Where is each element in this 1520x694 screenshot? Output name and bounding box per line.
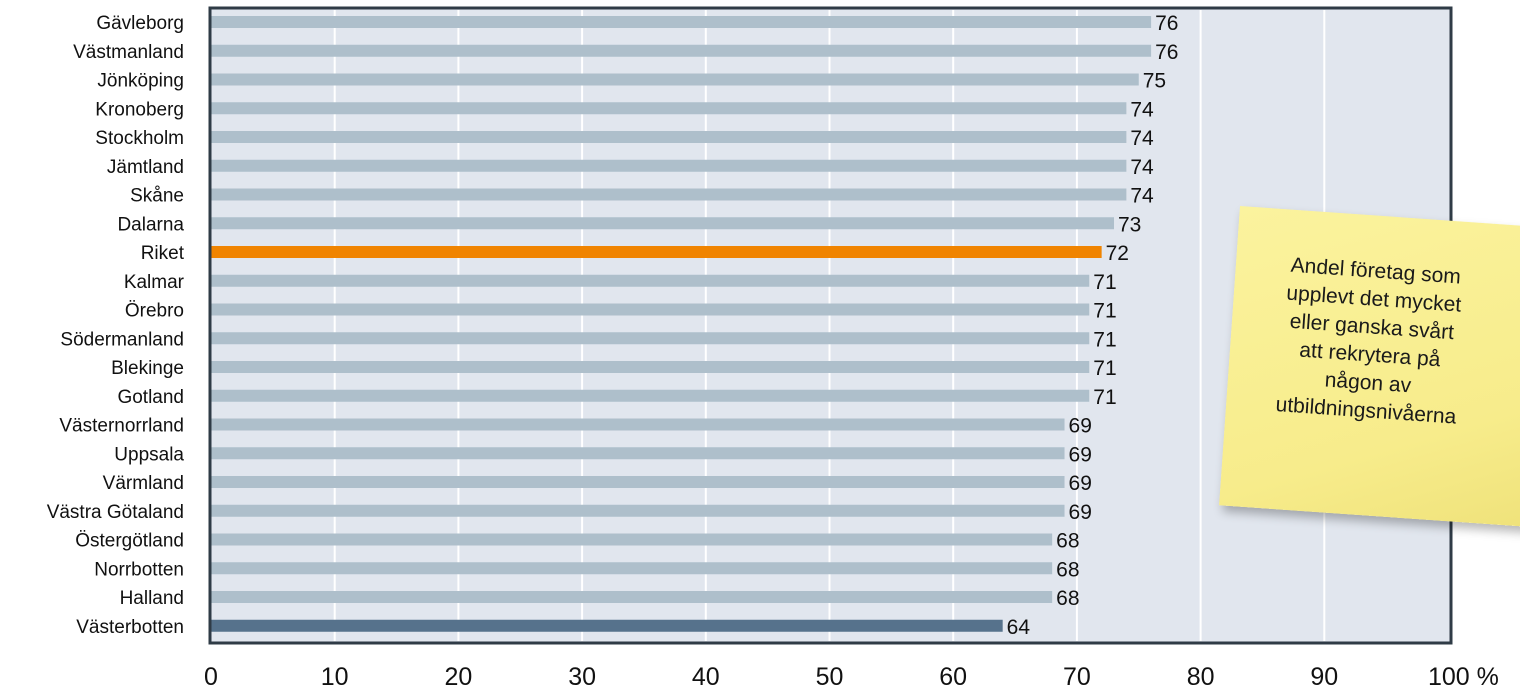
value-label-jamtland: 74 <box>1130 156 1154 179</box>
value-label-sodermanland: 71 <box>1093 328 1116 351</box>
category-label-sodermanland: Södermanland <box>60 329 184 350</box>
category-labels: Gävleborg Västmanland Jönköping Kronoberg St… <box>47 13 185 638</box>
category-label-ostergotland: Östergötland <box>75 531 184 552</box>
value-label-varmland: 69 <box>1069 472 1092 495</box>
value-label-halland: 68 <box>1056 587 1079 610</box>
x-tick-label-4: 40 <box>692 663 720 691</box>
value-label-vastmanland: 76 <box>1155 41 1178 64</box>
value-label-kalmar: 71 <box>1093 271 1116 294</box>
bar-orebro <box>211 303 1090 316</box>
x-tick-label-9: 90 <box>1310 663 1338 691</box>
gridlines <box>333 10 1326 641</box>
category-label-jamtland: Jämtland <box>107 157 184 178</box>
bar-halland <box>211 591 1053 603</box>
category-label-riket: Riket <box>141 243 185 264</box>
category-label-dalarna: Dalarna <box>117 214 184 235</box>
bar-vastra-gotaland <box>211 504 1065 517</box>
category-label-halland: Halland <box>120 588 184 609</box>
category-label-gotland: Gotland <box>117 387 184 408</box>
x-tick-label-10: 100 % <box>1428 663 1499 691</box>
value-label-jonkoping: 75 <box>1143 70 1166 93</box>
category-label-vasternorrland: Västernorrland <box>59 416 184 437</box>
bar-kronoberg <box>211 102 1127 115</box>
bar-kalmar <box>211 274 1090 287</box>
category-label-skane: Skåne <box>130 186 184 207</box>
value-label-stockholm: 74 <box>1130 127 1154 150</box>
x-tick-label-7: 70 <box>1063 663 1091 691</box>
bar-skane <box>211 188 1127 201</box>
bar-norrbotten <box>211 562 1053 575</box>
value-label-norrbotten: 68 <box>1056 558 1079 581</box>
category-label-stockholm: Stockholm <box>95 128 184 149</box>
x-tick-label-3: 30 <box>568 663 596 691</box>
bar-jamtland <box>211 159 1127 172</box>
x-tick-label-0: 0 <box>204 663 218 691</box>
x-axis-ticks: 0 10 20 30 40 50 60 70 80 90 100 % <box>204 663 1499 691</box>
bar-ostergotland <box>211 533 1053 546</box>
category-label-vastra-gotaland: Västra Götaland <box>47 502 184 523</box>
category-label-norrbotten: Norrbotten <box>94 559 184 580</box>
sticky-note: Andel företag som upplevt det mycket ell… <box>1219 206 1520 528</box>
value-label-dalarna: 73 <box>1118 213 1141 236</box>
category-label-vastmanland: Västmanland <box>73 42 184 63</box>
bar-uppsala <box>211 447 1065 460</box>
value-label-orebro: 71 <box>1093 300 1116 323</box>
value-label-skane: 74 <box>1130 185 1154 208</box>
value-label-ostergotland: 68 <box>1056 530 1079 553</box>
bar-vastmanland <box>211 44 1152 57</box>
bar-sodermanland <box>211 332 1090 345</box>
category-label-kalmar: Kalmar <box>124 272 185 293</box>
bar-dalarna <box>211 217 1115 230</box>
value-label-gotland: 71 <box>1093 386 1116 409</box>
x-tick-label-6: 60 <box>939 663 967 691</box>
value-label-uppsala: 69 <box>1069 443 1092 466</box>
category-label-orebro: Örebro <box>125 301 184 322</box>
bar-varmland <box>211 476 1065 488</box>
bars <box>211 16 1152 632</box>
category-label-blekinge: Blekinge <box>111 358 184 379</box>
category-label-uppsala: Uppsala <box>114 444 184 465</box>
x-tick-label-8: 80 <box>1187 663 1215 691</box>
bar-jonkoping <box>211 73 1139 86</box>
value-labels: 7676757474747473727171717171696969696868… <box>1007 12 1179 639</box>
value-label-kronoberg: 74 <box>1130 98 1154 121</box>
value-label-vasternorrland: 69 <box>1069 415 1092 438</box>
bar-gotland <box>211 389 1090 402</box>
x-tick-label-5: 50 <box>816 663 844 691</box>
bar-vasternorrland <box>211 418 1065 431</box>
category-label-varmland: Värmland <box>103 473 184 494</box>
category-label-vasterbotten: Västerbotten <box>76 617 184 638</box>
x-tick-label-2: 20 <box>444 663 472 691</box>
x-tick-label-1: 10 <box>321 663 349 691</box>
bar-vasterbotten <box>211 619 1003 632</box>
category-label-gavleborg: Gävleborg <box>96 13 184 34</box>
category-label-kronoberg: Kronoberg <box>95 99 184 120</box>
category-label-jonkoping: Jönköping <box>97 71 184 92</box>
annotation-text: Andel företag som upplevt det mycket ell… <box>1274 253 1462 429</box>
bar-stockholm <box>211 131 1127 143</box>
value-label-riket: 72 <box>1106 242 1129 265</box>
value-label-vasterbotten: 64 <box>1007 616 1031 639</box>
value-label-gavleborg: 76 <box>1155 12 1178 35</box>
bar-gavleborg <box>211 16 1152 28</box>
value-label-vastra-gotaland: 69 <box>1069 501 1092 524</box>
bar-blekinge <box>211 361 1090 373</box>
bar-riket <box>211 246 1102 258</box>
value-label-blekinge: 71 <box>1093 357 1116 380</box>
